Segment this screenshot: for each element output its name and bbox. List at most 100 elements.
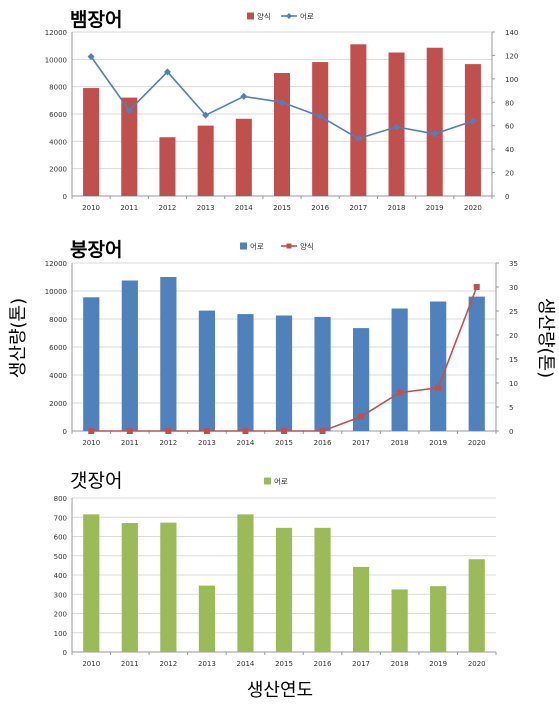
bar — [273, 73, 291, 196]
x-axis-title: 생산연도 — [247, 680, 313, 701]
bar — [464, 64, 481, 196]
data-point — [125, 106, 133, 114]
x-tick-label: 2013 — [198, 439, 216, 447]
bar — [159, 137, 176, 196]
x-tick-label: 2014 — [235, 204, 253, 212]
bar — [197, 125, 214, 196]
y-tick-label: 8000 — [49, 84, 67, 92]
y2-tick-label: 140 — [505, 29, 518, 37]
y2-tick-label: 25 — [509, 308, 518, 316]
bar — [83, 297, 100, 431]
y-tick-label: 300 — [54, 591, 67, 599]
x-tick-label: 2015 — [273, 204, 291, 212]
x-tick-label: 2010 — [82, 439, 100, 447]
data-point — [202, 111, 210, 119]
bar — [235, 118, 252, 196]
y-tick-label: 10000 — [45, 56, 67, 64]
legend-marker — [286, 243, 292, 249]
legend-swatch — [240, 242, 247, 250]
data-point — [393, 123, 401, 131]
x-tick-label: 2011 — [121, 660, 139, 668]
x-tick-label: 2020 — [468, 439, 486, 447]
bar — [352, 566, 370, 652]
bar — [275, 315, 293, 431]
bar — [121, 97, 138, 196]
bar — [350, 44, 367, 196]
bar — [237, 314, 254, 431]
bar — [468, 296, 485, 431]
bar — [430, 586, 447, 652]
y2-tick-label: 120 — [505, 52, 518, 60]
data-point — [242, 428, 249, 434]
y-tick-label: 200 — [54, 611, 67, 619]
data-point — [278, 98, 286, 106]
y2-tick-label: 80 — [505, 99, 514, 107]
y-tick-label: 2000 — [49, 166, 67, 174]
y-tick-label: 4000 — [49, 372, 67, 380]
bar — [121, 523, 138, 652]
data-point — [88, 428, 95, 434]
x-tick-label: 2015 — [275, 660, 293, 668]
data-point — [396, 389, 403, 396]
data-point — [354, 135, 362, 143]
bar — [83, 514, 100, 652]
data-point — [87, 53, 95, 61]
y-tick-label: 0 — [63, 193, 67, 201]
x-tick-label: 2015 — [275, 439, 293, 447]
x-tick-label: 2011 — [120, 204, 138, 212]
y2-tick-label: 35 — [509, 260, 518, 268]
y2-tick-label: 20 — [509, 332, 518, 340]
data-point — [126, 428, 133, 434]
bar — [198, 310, 216, 431]
x-tick-label: 2018 — [391, 660, 409, 668]
data-point — [358, 413, 365, 420]
x-tick-label: 2010 — [82, 660, 100, 668]
y2-tick-label: 100 — [505, 76, 518, 84]
data-point — [203, 428, 210, 434]
data-point — [165, 428, 172, 434]
bar — [198, 585, 216, 652]
x-tick-label: 2017 — [352, 439, 370, 447]
x-tick-label: 2017 — [352, 660, 370, 668]
y2-tick-label: 20 — [505, 170, 514, 178]
x-tick-label: 2011 — [121, 439, 139, 447]
x-tick-label: 2016 — [314, 439, 332, 447]
bar — [314, 527, 331, 652]
bar — [314, 316, 331, 431]
legend-label: 어로 — [274, 476, 288, 486]
y-tick-label: 0 — [63, 649, 67, 657]
data-point — [431, 130, 439, 138]
data-point — [435, 384, 442, 391]
y2-tick-label: 0 — [509, 428, 513, 436]
y-axis-title-right: 생산량(톤) — [535, 298, 556, 378]
y-tick-label: 800 — [54, 495, 67, 503]
data-point — [281, 428, 287, 434]
x-tick-label: 2018 — [391, 439, 409, 447]
data-point — [469, 117, 477, 125]
x-tick-label: 2013 — [198, 660, 216, 668]
x-tick-label: 2012 — [159, 439, 177, 447]
y-tick-label: 6000 — [49, 344, 67, 352]
x-tick-label: 2019 — [426, 204, 444, 212]
chart-title: 붕장어 — [70, 239, 122, 261]
y2-tick-label: 30 — [509, 284, 518, 292]
bar — [391, 308, 408, 431]
legend-label: 양식 — [257, 12, 271, 21]
bar — [430, 301, 447, 431]
chart-panel-conger-eel: 붕장어 020004000600080001000012000051015202… — [45, 239, 518, 447]
y-tick-label: 12000 — [45, 29, 67, 37]
x-tick-label: 2020 — [464, 204, 482, 212]
chart-title: 갯장어 — [70, 470, 122, 492]
y2-tick-label: 40 — [505, 146, 514, 154]
y-tick-label: 4000 — [49, 138, 67, 146]
y2-tick-label: 15 — [509, 356, 518, 364]
data-point — [240, 92, 248, 100]
x-tick-label: 2017 — [349, 204, 367, 212]
y-tick-label: 8000 — [49, 316, 67, 324]
legend-swatch — [247, 12, 254, 20]
y2-tick-label: 0 — [505, 193, 509, 201]
chart-title: 뱀장어 — [70, 9, 122, 31]
y-tick-label: 6000 — [49, 111, 67, 119]
y2-tick-label: 60 — [505, 123, 514, 131]
